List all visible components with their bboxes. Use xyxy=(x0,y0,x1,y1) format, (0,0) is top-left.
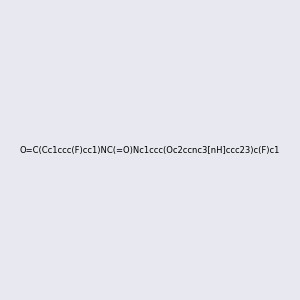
Text: O=C(Cc1ccc(F)cc1)NC(=O)Nc1ccc(Oc2ccnc3[nH]ccc23)c(F)c1: O=C(Cc1ccc(F)cc1)NC(=O)Nc1ccc(Oc2ccnc3[n… xyxy=(20,146,280,154)
